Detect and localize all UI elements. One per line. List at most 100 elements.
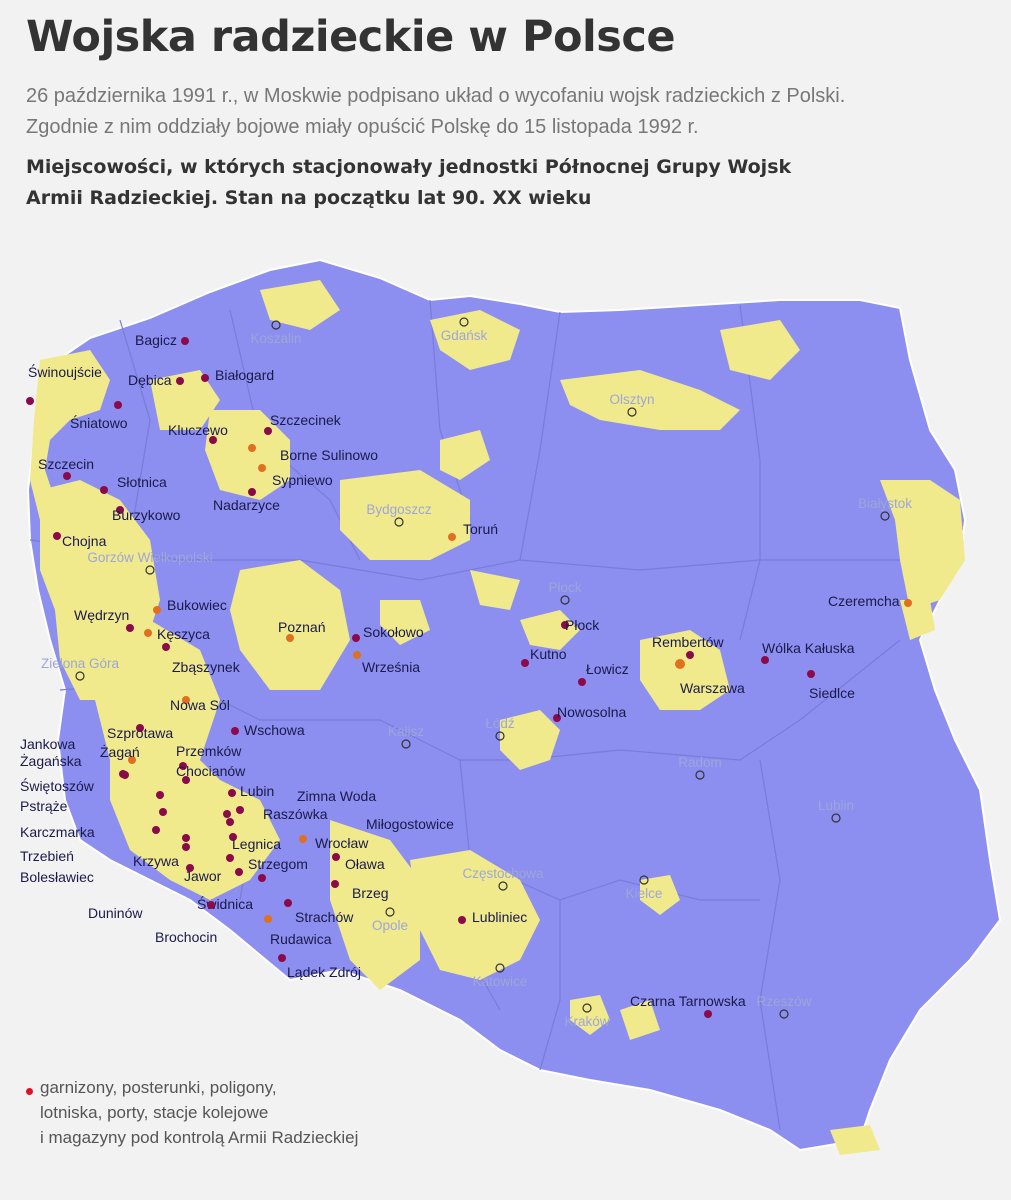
map-subtitle-line-2: Armii Radzieckiej. Stan na początku lat … xyxy=(26,187,592,209)
base-marker xyxy=(156,791,164,799)
base-label: Trzebień xyxy=(20,848,74,864)
base-label: Świdnica xyxy=(197,895,253,912)
city-marker xyxy=(880,511,890,521)
city-label: Koszalin xyxy=(250,331,301,346)
map-title: Wojska radzieckie w Polsce xyxy=(26,12,676,62)
base-label: Wschowa xyxy=(244,722,305,738)
base-label: Wędrzyn xyxy=(74,607,129,623)
city-label: Gorzów Wielkopolski xyxy=(87,550,212,565)
base-marker xyxy=(153,606,161,614)
base-marker xyxy=(353,651,361,659)
soviet-controlled-areas xyxy=(30,280,965,1155)
city-label: Łódź xyxy=(485,716,515,731)
base-label: Bukowiec xyxy=(167,597,227,613)
base-marker xyxy=(179,762,187,770)
base-marker xyxy=(231,727,239,735)
base-label: Żagań xyxy=(100,743,140,760)
base-label: Bagicz xyxy=(135,332,177,348)
base-marker xyxy=(299,835,307,843)
city-label: Olsztyn xyxy=(609,392,654,407)
base-label: Łowicz xyxy=(586,661,629,677)
base-marker xyxy=(226,854,234,862)
base-label: Szprotawa xyxy=(107,725,173,741)
base-marker xyxy=(704,1010,712,1018)
base-marker xyxy=(207,901,215,909)
city-marker xyxy=(779,1009,789,1019)
base-label: Słotnica xyxy=(117,474,167,490)
city-label: Kielce xyxy=(626,886,663,901)
base-marker xyxy=(100,486,108,494)
base-marker xyxy=(223,810,231,818)
soviet-bases: Bagicz Świnoujście Dębica Białogard Śniatowo… xyxy=(20,332,912,1018)
base-label: Duninów xyxy=(88,905,143,921)
base-marker xyxy=(448,533,456,541)
base-marker xyxy=(176,377,184,385)
base-label: Kutno xyxy=(530,646,567,662)
base-marker xyxy=(675,659,685,669)
base-marker xyxy=(284,899,292,907)
base-marker xyxy=(332,853,340,861)
base-marker xyxy=(248,488,256,496)
base-label: Sypniewo xyxy=(272,472,333,488)
base-label: Przemków xyxy=(176,743,242,759)
base-label: Warszawa xyxy=(680,680,745,696)
base-marker xyxy=(248,444,256,452)
base-label: Toruń xyxy=(463,521,498,537)
base-label: Kluczewo xyxy=(168,422,228,438)
intro-text-line-1: 26 października 1991 r., w Moskwie podpi… xyxy=(26,85,846,107)
base-label: Nowosolna xyxy=(557,704,626,720)
base-label: Świętoszów xyxy=(20,777,95,794)
base-label: Szczecin xyxy=(38,456,94,472)
base-marker xyxy=(159,808,167,816)
city-label: Kraków xyxy=(564,1014,609,1029)
base-marker xyxy=(226,818,234,826)
base-label: Oława xyxy=(345,856,385,872)
base-label: Lądek Zdrój xyxy=(287,964,361,980)
base-marker xyxy=(258,874,266,882)
base-label: Legnica xyxy=(232,836,281,852)
city-marker xyxy=(394,517,404,527)
base-marker xyxy=(182,834,190,842)
city-label: Radom xyxy=(678,755,722,770)
city-marker xyxy=(639,875,649,885)
city-label: Rzeszów xyxy=(757,994,812,1009)
base-marker xyxy=(686,651,694,659)
base-label: Lubliniec xyxy=(472,909,527,925)
base-label: Czarna Tarnowska xyxy=(630,993,746,1009)
base-label: Krzywa xyxy=(133,853,179,869)
base-label: Chojna xyxy=(62,533,107,549)
base-marker xyxy=(278,954,286,962)
base-marker xyxy=(264,915,272,923)
city-marker xyxy=(145,565,155,575)
base-marker xyxy=(331,880,339,888)
base-label: Białogard xyxy=(215,367,274,383)
base-marker xyxy=(144,629,152,637)
base-marker xyxy=(229,833,237,841)
base-marker xyxy=(53,532,61,540)
city-marker xyxy=(495,963,505,973)
city-marker xyxy=(582,1003,592,1013)
base-label: Nowa Sól xyxy=(170,697,230,713)
base-marker xyxy=(521,659,529,667)
base-marker xyxy=(63,472,71,480)
base-label: Dębica xyxy=(128,372,172,388)
base-label: Pstrąże xyxy=(20,798,68,814)
base-marker xyxy=(26,397,34,405)
base-label: Rembertów xyxy=(652,634,724,650)
city-label: Częstochowa xyxy=(462,866,544,881)
base-marker xyxy=(116,506,124,514)
base-label: Borne Sulinowo xyxy=(280,447,378,463)
base-label: Sokołowo xyxy=(363,624,424,640)
legend-text-line-2: lotniska, porty, stacje kolejowe xyxy=(40,1103,269,1122)
base-label: Chocianów xyxy=(176,763,246,779)
city-label: Lublin xyxy=(818,798,854,813)
base-marker xyxy=(904,599,912,607)
base-label: Raszówka xyxy=(263,806,328,822)
base-marker xyxy=(553,714,561,722)
city-marker xyxy=(459,317,469,327)
base-marker xyxy=(182,696,190,704)
base-label: Jawor xyxy=(184,868,222,884)
legend-text-line-3: i magazyny pod kontrolą Armii Radzieckie… xyxy=(40,1128,359,1147)
city-marker xyxy=(401,739,411,749)
